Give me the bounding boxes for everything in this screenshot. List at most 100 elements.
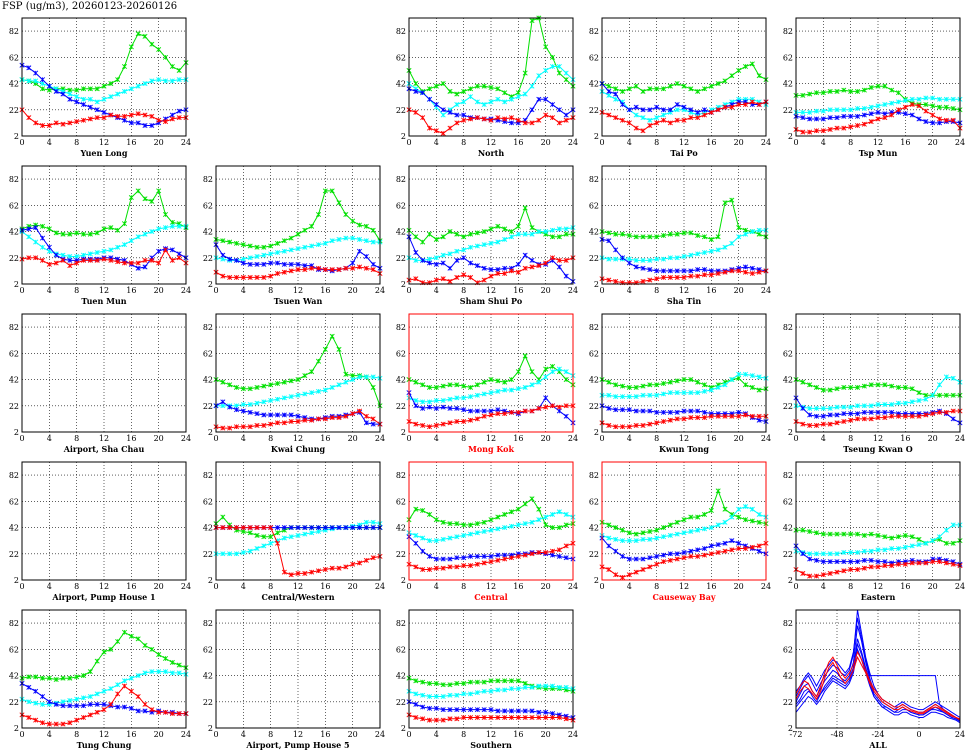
data-point (756, 387, 762, 393)
data-point (902, 384, 908, 390)
data-point (233, 407, 240, 413)
x-tick-label: 12 (293, 730, 303, 739)
data-point (295, 267, 301, 273)
data-point (701, 267, 708, 273)
data-point (440, 107, 446, 113)
data-point (247, 261, 253, 267)
data-point (481, 688, 487, 694)
x-tick-label: 20 (734, 582, 744, 591)
data-point (309, 390, 315, 396)
data-point (454, 521, 460, 527)
data-point (868, 416, 874, 422)
data-point (841, 107, 847, 113)
x-tick-label: 12 (486, 286, 496, 295)
data-point (295, 413, 301, 419)
panel-title: Tsuen Wan (274, 296, 323, 306)
data-point (315, 388, 322, 394)
data-point (302, 227, 308, 233)
data-point (688, 252, 694, 258)
data-point (749, 506, 755, 512)
data-point (274, 540, 281, 546)
data-point (688, 115, 694, 121)
data-point (474, 521, 480, 527)
data-point (149, 41, 155, 47)
data-point (619, 574, 626, 580)
data-point (474, 690, 480, 696)
data-point (654, 535, 660, 541)
data-point (220, 252, 226, 258)
data-point (60, 675, 66, 681)
x-tick-label: 24 (955, 434, 965, 443)
data-point (930, 120, 936, 126)
data-point (508, 115, 515, 121)
data-point (508, 714, 515, 721)
data-point (474, 243, 480, 249)
data-point (654, 553, 660, 559)
data-point (936, 382, 943, 388)
data-point (254, 261, 260, 267)
data-point (426, 566, 433, 573)
y-tick-label: 22 (203, 402, 213, 411)
data-point (708, 543, 714, 549)
y-tick-label: 82 (203, 323, 213, 332)
data-point (606, 392, 612, 398)
data-point (868, 382, 874, 388)
data-point (220, 514, 226, 520)
data-point (467, 417, 474, 423)
y-tick-label: 22 (9, 254, 19, 263)
x-tick-label: 24 (955, 730, 965, 739)
data-point (142, 708, 148, 714)
data-point (363, 374, 369, 380)
data-point (827, 405, 833, 411)
data-point (94, 230, 100, 236)
data-point (660, 112, 667, 118)
data-point (820, 551, 826, 557)
data-point (861, 565, 867, 571)
series-line (795, 625, 961, 721)
data-point (322, 188, 328, 194)
data-point (467, 531, 474, 537)
x-tick-label: 20 (734, 138, 744, 147)
data-point (433, 261, 439, 267)
data-point (640, 265, 646, 271)
data-point (800, 92, 806, 98)
data-point (807, 556, 813, 562)
data-point (343, 564, 349, 570)
data-point (619, 255, 626, 261)
data-point (121, 88, 128, 94)
panel-title: Mong Kok (468, 444, 515, 454)
x-tick-label: 20 (928, 138, 938, 147)
data-point (895, 90, 902, 96)
y-tick-label: 42 (396, 376, 406, 385)
series-line (601, 542, 767, 578)
data-point (556, 120, 562, 126)
data-point (556, 525, 562, 531)
data-point (813, 108, 820, 114)
data-point (156, 248, 162, 254)
data-point (370, 416, 376, 422)
x-tick-label: 12 (293, 286, 303, 295)
data-point (515, 94, 521, 100)
data-point (626, 572, 632, 578)
data-point (426, 125, 433, 131)
data-point (60, 121, 66, 127)
y-tick-label: 22 (203, 550, 213, 559)
data-point (813, 384, 820, 390)
data-point (674, 378, 680, 384)
data-point (647, 257, 653, 263)
data-point (281, 238, 287, 244)
data-point (39, 86, 46, 92)
data-point (827, 387, 833, 393)
data-point (474, 230, 480, 236)
data-point (756, 102, 762, 108)
data-point (176, 255, 182, 261)
panel-title: Tseung Kwan O (843, 444, 912, 454)
data-point (315, 358, 322, 364)
data-point (640, 536, 646, 542)
x-tick-label: 20 (154, 582, 164, 591)
data-point (94, 691, 100, 697)
y-tick-label: 22 (9, 550, 19, 559)
panel-title: Sha Tin (667, 296, 702, 306)
x-tick-label: 4 (434, 138, 439, 147)
data-point (708, 551, 714, 557)
